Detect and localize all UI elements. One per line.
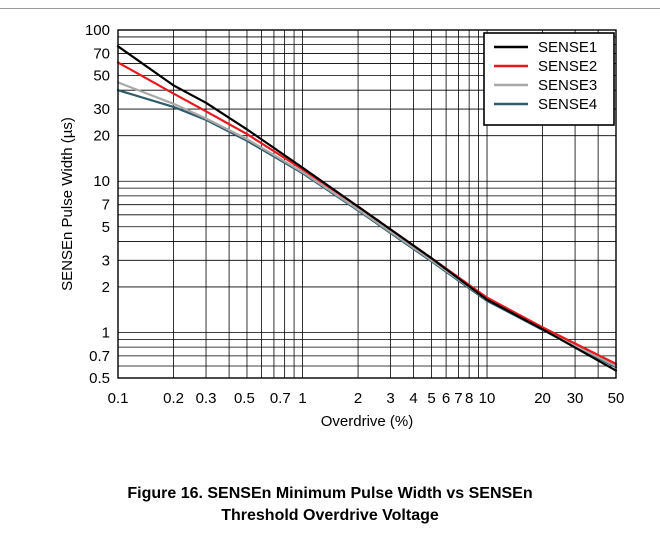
y-tick-label: 0.7 — [89, 348, 110, 365]
x-tick-label: 0.1 — [108, 390, 129, 407]
x-tick-label: 5 — [427, 390, 435, 407]
x-tick-label: 30 — [567, 390, 584, 407]
y-tick-label: 50 — [93, 68, 110, 85]
legend-label-sense4: SENSE4 — [538, 96, 597, 113]
x-tick-label: 4 — [409, 390, 417, 407]
legend-label-sense1: SENSE1 — [538, 39, 597, 56]
legend: SENSE1 SENSE2 SENSE3 SENSE4 — [483, 32, 615, 126]
x-tick-label: 20 — [534, 390, 551, 407]
y-tick-label: 30 — [93, 101, 110, 118]
top-rule — [0, 8, 660, 9]
legend-label-sense3: SENSE3 — [538, 77, 597, 94]
x-tick-label: 0.3 — [196, 390, 217, 407]
legend-box — [483, 32, 615, 126]
y-tick-label: 5 — [102, 219, 110, 236]
x-tick-label: 6 — [442, 390, 450, 407]
x-tick-label: 10 — [479, 390, 496, 407]
caption-line-2: Threshold Overdrive Voltage — [221, 507, 439, 524]
series-line-sense1 — [116, 45, 618, 372]
y-tick-label: 70 — [93, 45, 110, 62]
y-tick-label: 100 — [85, 22, 110, 39]
series-lines — [116, 45, 618, 372]
y-tick-label: 10 — [93, 173, 110, 190]
y-tick-label: 20 — [93, 128, 110, 145]
x-tick-label: 0.5 — [234, 390, 255, 407]
x-tick-label: 2 — [354, 390, 362, 407]
y-tick-label: 3 — [102, 252, 110, 269]
x-tick-label: 0.2 — [163, 390, 184, 407]
y-axis-ticks: 0.5 0.7 1 2 3 5 7 10 20 30 50 70 100 — [85, 22, 110, 387]
x-tick-label: 7 — [454, 390, 462, 407]
caption-line-1: Figure 16. SENSEn Minimum Pulse Width vs… — [127, 485, 533, 502]
y-tick-label: 1 — [102, 324, 110, 341]
x-tick-label: 8 — [465, 390, 473, 407]
x-axis-title: Overdrive (%) — [321, 413, 414, 430]
y-tick-label: 0.5 — [89, 370, 110, 387]
x-tick-label: 0.7 — [270, 390, 291, 407]
y-tick-label: 2 — [102, 279, 110, 296]
legend-label-sense2: SENSE2 — [538, 58, 597, 75]
y-axis-title: SENSEn Pulse Width (µs) — [59, 117, 76, 291]
line-chart: SENSE1 SENSE2 SENSE3 SENSE4 0.1 0.2 0.3 0.5 0.7… — [59, 22, 625, 430]
y-tick-label: 7 — [102, 197, 110, 214]
figure-caption: Figure 16. SENSEn Minimum Pulse Width vs… — [0, 483, 660, 527]
x-tick-label: 3 — [386, 390, 394, 407]
x-tick-label: 1 — [298, 390, 306, 407]
x-axis-ticks: 0.1 0.2 0.3 0.5 0.7 1 2 3 4 5 6 7 8 10 20 30 50 — [108, 390, 625, 407]
plot-area-frame — [117, 29, 617, 379]
grid — [118, 30, 616, 378]
x-tick-label: 50 — [608, 390, 625, 407]
